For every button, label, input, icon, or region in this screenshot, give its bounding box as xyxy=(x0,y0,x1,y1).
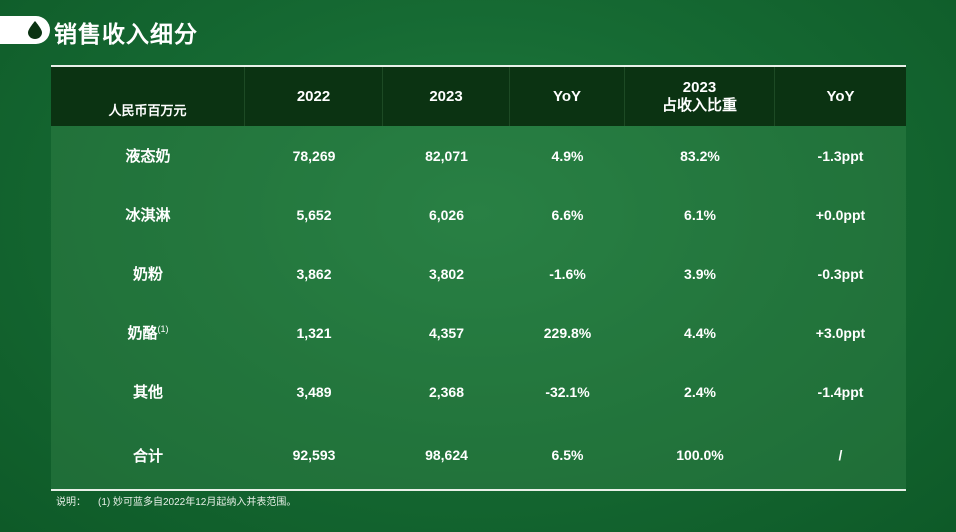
cell-share: 83.2% xyxy=(680,147,720,164)
table-body: 液态奶 78,269 82,071 4.9% 83.2% -1.3ppt 冰淇淋 5,652 6… xyxy=(51,126,906,489)
cell-share_yoy: -1.3ppt xyxy=(817,147,864,164)
cell-v2023: 98,624 xyxy=(425,447,468,463)
table-row: 其他 3,489 2,368 -32.1% 2.4% -1.4ppt xyxy=(51,362,906,421)
cell-share_yoy: +3.0ppt xyxy=(815,324,866,341)
col-header: YoY xyxy=(826,87,855,105)
cell-share_yoy: -1.4ppt xyxy=(817,383,864,400)
cell-v2023: 3,802 xyxy=(428,265,465,282)
cell-v2022: 3,489 xyxy=(296,383,332,400)
cell-yoy: -32.1% xyxy=(545,383,590,400)
row-label: 合计 xyxy=(132,447,163,465)
cell-v2022: 5,652 xyxy=(296,206,332,223)
cell-share: 100.0% xyxy=(676,447,724,463)
page-title: 销售收入细分 xyxy=(54,21,198,47)
table-header: 人民币百万元 2022 2023 YoY 2023 占收入比重 YoY xyxy=(51,67,906,126)
col-header: 2023 占收入比重 xyxy=(625,67,775,126)
cell-v2023: 6,026 xyxy=(428,206,465,223)
row-label: 奶粉 xyxy=(132,266,163,283)
row-label: 其他 xyxy=(132,384,163,401)
cell-v2022: 92,593 xyxy=(292,447,336,463)
cell-yoy: 6.5% xyxy=(551,447,584,463)
table-row: 冰淇淋 5,652 6,026 6.6% 6.1% +0.0ppt xyxy=(51,185,906,244)
col-header: 2023 xyxy=(383,67,510,126)
cell-yoy: 4.9% xyxy=(551,147,584,164)
cell-yoy: -1.6% xyxy=(549,265,586,282)
table-row: 奶酪(1) 1,321 4,357 229.8% 4.4% +3.0ppt xyxy=(51,303,906,362)
cell-yoy: 6.6% xyxy=(551,206,584,223)
footnote-marker: (1) xyxy=(157,324,169,334)
row-label: 奶酪(1) xyxy=(127,324,169,342)
cell-share: 3.9% xyxy=(684,265,716,282)
cell-share_yoy: -0.3ppt xyxy=(817,265,864,282)
col-header: YoY xyxy=(510,67,625,126)
col-header: 2022 xyxy=(245,67,383,126)
cell-share: 2.4% xyxy=(684,383,716,400)
cell-v2022: 3,862 xyxy=(296,265,332,282)
title-accent-bar xyxy=(0,16,50,44)
droplet-icon xyxy=(28,21,42,39)
cell-share: 4.4% xyxy=(684,324,716,341)
cell-v2022: 1,321 xyxy=(296,324,332,341)
cell-v2022: 78,269 xyxy=(292,147,336,164)
row-label: 液态奶 xyxy=(125,148,171,165)
unit-label: 人民币百万元 xyxy=(51,67,245,126)
table-row: 奶粉 3,862 3,802 -1.6% 3.9% -0.3ppt xyxy=(51,244,906,303)
row-label: 冰淇淋 xyxy=(125,207,171,224)
table-row: 合计 92,593 98,624 6.5% 100.0% / xyxy=(51,421,906,489)
cell-share_yoy: / xyxy=(838,447,843,463)
cell-share_yoy: +0.0ppt xyxy=(815,206,866,223)
footnote: 说明： (1) 妙可蓝多自2022年12月起纳入并表范围。 xyxy=(56,497,297,508)
cell-yoy: 229.8% xyxy=(543,324,592,341)
table-row: 液态奶 78,269 82,071 4.9% 83.2% -1.3ppt xyxy=(51,126,906,185)
cell-v2023: 4,357 xyxy=(428,324,465,341)
cell-v2023: 2,368 xyxy=(428,383,465,400)
cell-v2023: 82,071 xyxy=(425,147,468,164)
revenue-table: 人民币百万元 2022 2023 YoY 2023 占收入比重 YoY 液态奶 7… xyxy=(51,65,906,491)
cell-share: 6.1% xyxy=(684,206,716,223)
